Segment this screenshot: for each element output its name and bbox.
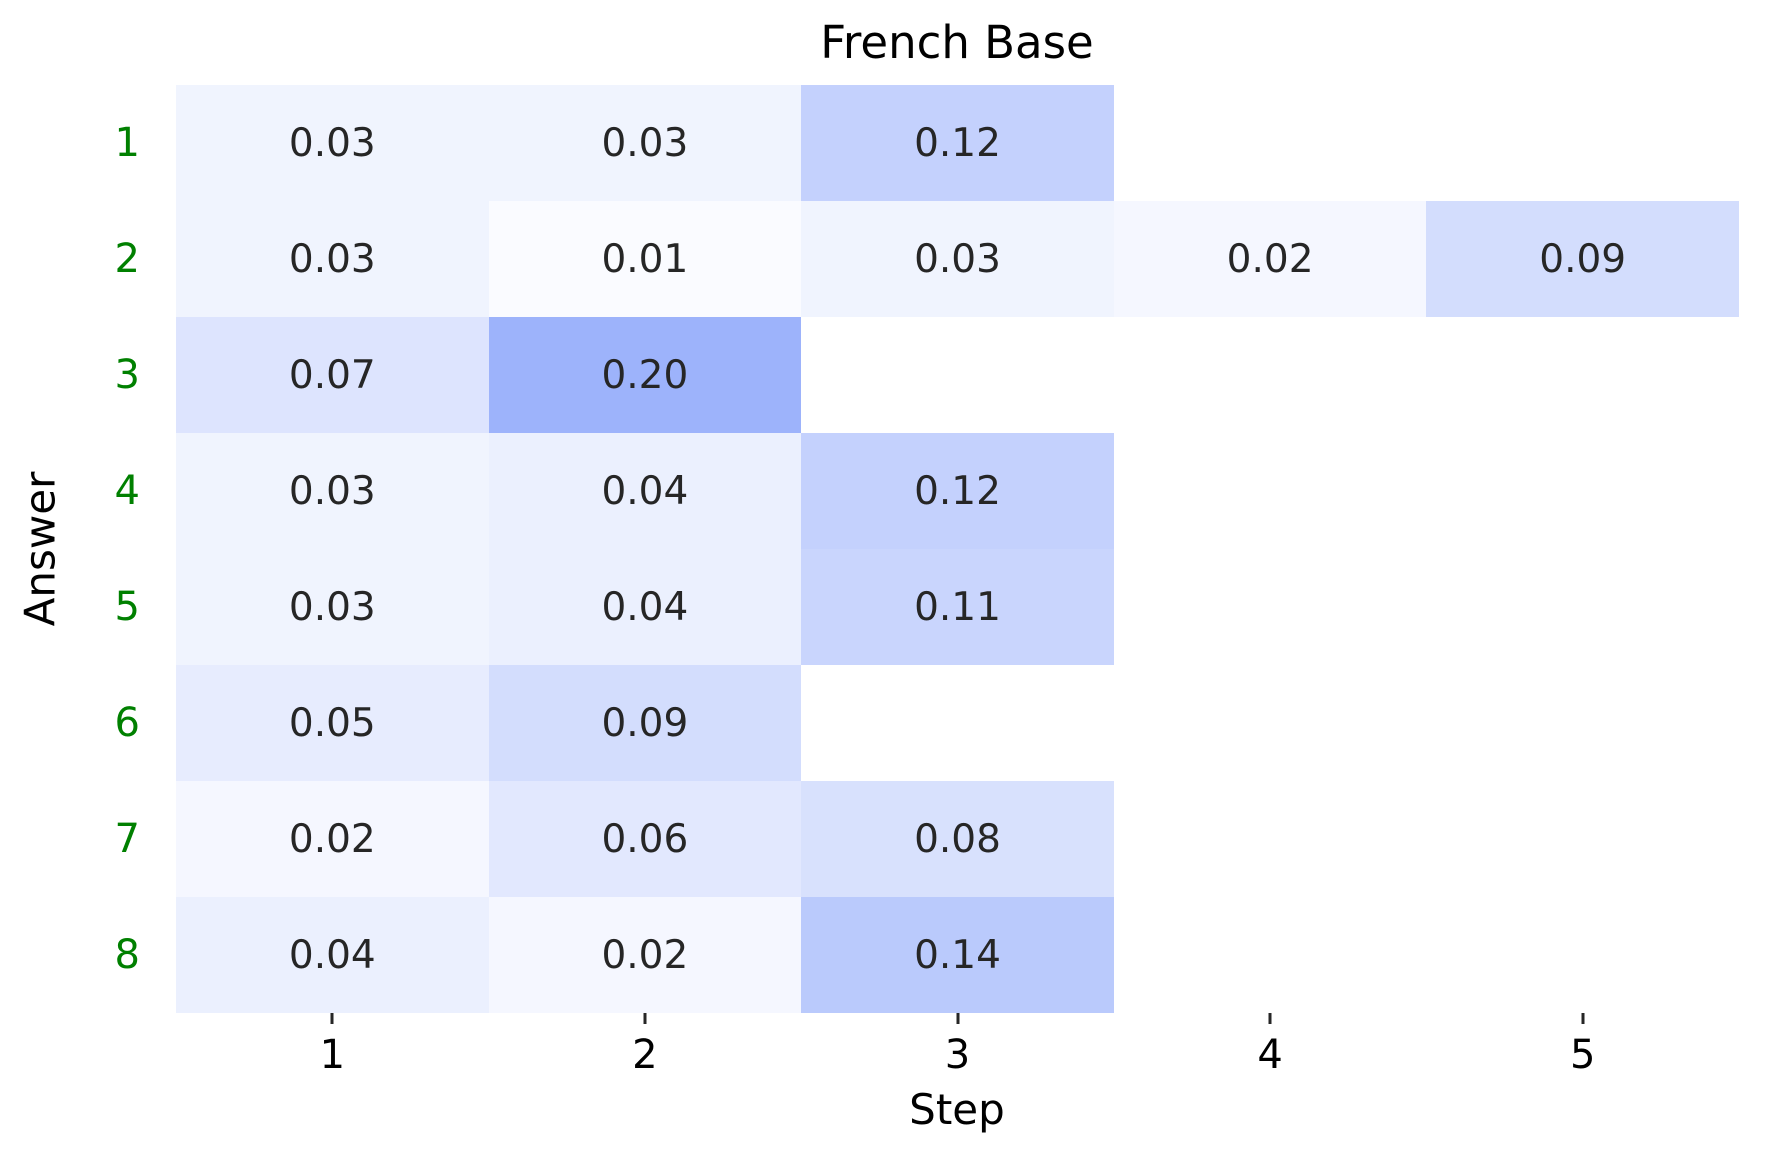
heatmap-cell xyxy=(1113,781,1427,897)
heatmap-cell: 0.02 xyxy=(1113,201,1427,317)
heatmap-cell: 0.11 xyxy=(801,549,1114,665)
x-tick-label: 3 xyxy=(944,1032,971,1078)
heatmap-cell: 0.12 xyxy=(801,433,1114,549)
heatmap-cell xyxy=(1426,665,1739,781)
x-tick-label: 1 xyxy=(319,1032,346,1078)
heatmap-cell: 0.09 xyxy=(488,665,802,781)
x-axis-label: Step xyxy=(909,1085,1005,1134)
heatmap-cell: 0.09 xyxy=(1426,201,1739,317)
heatmap-cell xyxy=(1113,85,1427,201)
heatmap-cell: 0.02 xyxy=(176,781,489,897)
x-tick-label: 4 xyxy=(1257,1032,1283,1078)
heatmap-cell: 0.03 xyxy=(176,549,489,665)
heatmap-cell xyxy=(1113,549,1427,665)
heatmap-cell: 0.04 xyxy=(488,433,802,549)
heatmap-cell: 0.03 xyxy=(801,201,1114,317)
heatmap-cell: 0.12 xyxy=(801,85,1114,201)
heatmap-cell xyxy=(1113,665,1427,781)
heatmap-cell xyxy=(1426,85,1739,201)
heatmap-cell: 0.03 xyxy=(176,85,489,201)
heatmap-cell xyxy=(801,665,1114,781)
heatmap-cell: 0.03 xyxy=(176,201,489,317)
heatmap-cell: 0.04 xyxy=(488,549,802,665)
heatmap-cell xyxy=(1426,781,1739,897)
heatmap-cell: 0.08 xyxy=(801,781,1114,897)
heatmap-cell xyxy=(801,317,1114,433)
y-tick-label: 3 xyxy=(114,352,140,398)
heatmap-cell: 0.20 xyxy=(488,317,802,433)
heatmap-cell xyxy=(1426,433,1739,549)
x-tick-mark xyxy=(330,1013,334,1024)
x-tick-mark xyxy=(956,1013,959,1024)
heatmap-cell xyxy=(1426,897,1739,1013)
x-tick-mark xyxy=(1581,1013,1585,1024)
heatmap-cell: 0.04 xyxy=(176,897,489,1013)
y-tick-label: 7 xyxy=(114,816,140,862)
heatmap-plot-area: 0.03 0.03 0.12 0.03 0.01 0.03 0.02 0.09 0.07 0.20… xyxy=(176,85,1739,1013)
heatmap-cell: 0.05 xyxy=(176,665,489,781)
heatmap-cell xyxy=(1426,549,1739,665)
x-tick-mark xyxy=(1268,1013,1272,1024)
y-tick-label: 2 xyxy=(114,236,140,282)
heatmap-cell xyxy=(1113,317,1427,433)
heatmap-cell: 0.14 xyxy=(801,897,1114,1013)
heatmap-cell: 0.03 xyxy=(488,85,802,201)
heatmap-cell xyxy=(1113,897,1427,1013)
chart-title: French Base xyxy=(820,16,1094,69)
heatmap-cell xyxy=(1113,433,1427,549)
heatmap-cell xyxy=(1426,317,1739,433)
x-tick-label: 5 xyxy=(1569,1032,1596,1078)
heatmap-cell: 0.03 xyxy=(176,433,489,549)
y-tick-label: 1 xyxy=(114,120,140,166)
heatmap-cell: 0.02 xyxy=(488,897,802,1013)
y-tick-label: 6 xyxy=(114,700,140,746)
x-tick-mark xyxy=(643,1013,647,1024)
x-tick-label: 2 xyxy=(632,1032,658,1078)
heatmap-cell: 0.01 xyxy=(488,201,802,317)
heatmap-cell: 0.07 xyxy=(176,317,489,433)
y-tick-label: 4 xyxy=(114,468,140,514)
y-tick-label: 8 xyxy=(114,932,140,978)
heatmap-cell: 0.06 xyxy=(488,781,802,897)
y-tick-label: 5 xyxy=(114,584,140,630)
